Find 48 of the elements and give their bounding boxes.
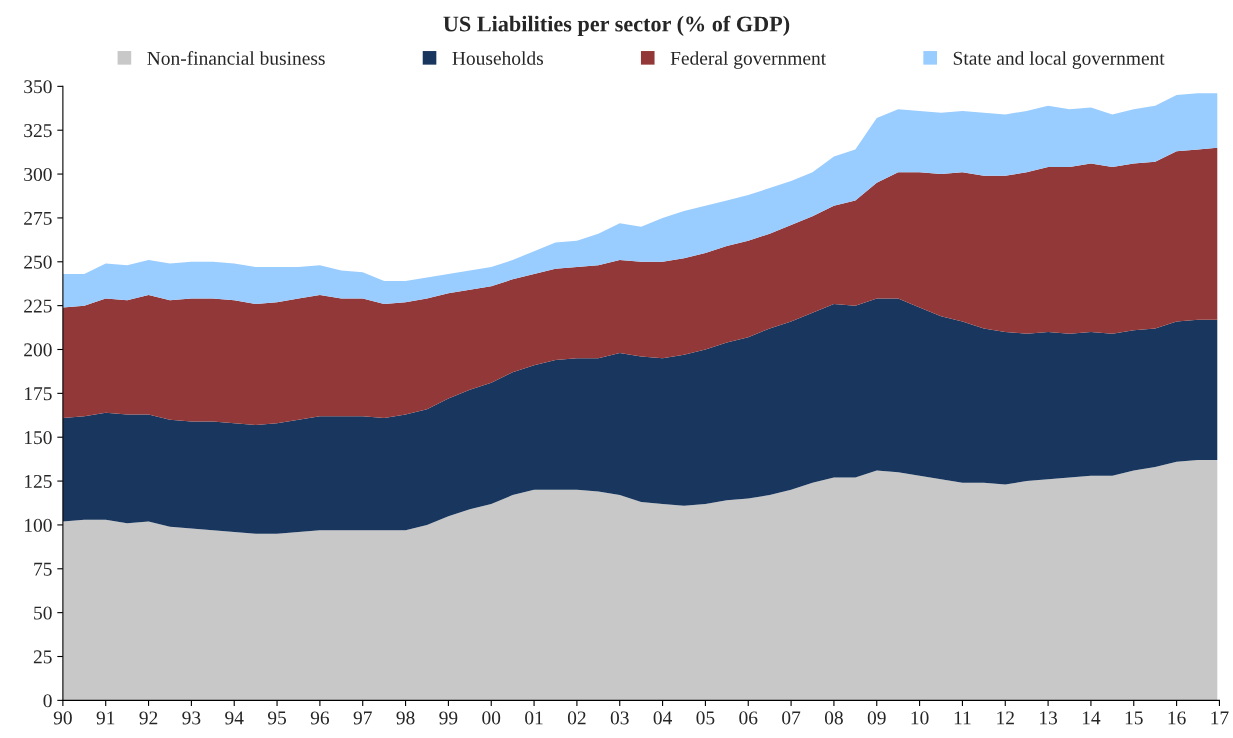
y-tick-label: 175: [25, 387, 52, 401]
x-tick-label: 07: [782, 711, 801, 725]
x-tick-label: 05: [696, 711, 715, 725]
y-tick-label: 50: [34, 606, 52, 620]
x-tick-label: 14: [1082, 711, 1101, 725]
x-tick-label: 02: [567, 711, 586, 725]
y-tick-label: 25: [33, 650, 52, 664]
y-tick-label: 350: [24, 80, 52, 94]
x-tick-label: 04: [653, 711, 672, 725]
x-tick-label: 15: [1125, 711, 1143, 725]
legend-label: Households: [452, 51, 543, 65]
y-tick-label: 150: [25, 431, 52, 445]
y-tick-label: 250: [24, 255, 52, 269]
x-tick-label: 91: [96, 711, 115, 725]
x-tick-label: 94: [225, 711, 244, 725]
x-tick-label: 96: [310, 711, 330, 725]
y-tick-label: 0: [43, 694, 52, 708]
x-tick-label: 92: [139, 711, 158, 725]
x-tick-label: 03: [610, 711, 629, 725]
x-tick-label: 95: [267, 711, 287, 725]
x-tick-label: 08: [824, 711, 843, 725]
x-tick-label: 00: [482, 711, 501, 725]
x-tick-label: 93: [182, 711, 201, 725]
y-tick-label: 125: [25, 474, 52, 489]
x-tick-label: 12: [997, 711, 1014, 725]
x-tick-label: 97: [353, 711, 372, 725]
x-tick-label: 06: [739, 711, 758, 725]
x-tick-label: 09: [867, 711, 886, 725]
legend-label: Non-financial business: [147, 50, 325, 65]
x-tick-label: 11: [954, 711, 971, 725]
x-tick-label: 98: [396, 711, 415, 725]
y-tick-label: 300: [24, 167, 52, 181]
legend-label: State and local government: [953, 51, 1165, 69]
x-tick-label: 99: [439, 711, 458, 725]
x-tick-label: 13: [1040, 711, 1058, 725]
x-tick-label: 17: [1211, 711, 1229, 725]
y-tick-label: 75: [34, 562, 52, 576]
x-tick-label: 01: [525, 711, 543, 725]
y-tick-label: 325: [24, 124, 52, 138]
legend-label: Federal government: [670, 51, 827, 69]
y-tick-label: 200: [24, 343, 52, 357]
chart-title: US Liabilities per sector (% of GDP): [443, 15, 790, 37]
y-tick-label: 275: [24, 211, 52, 225]
y-tick-label: 100: [25, 518, 52, 532]
y-tick-label: 225: [24, 299, 52, 313]
x-tick-label: 90: [53, 711, 72, 725]
x-tick-label: 16: [1168, 711, 1186, 725]
x-tick-label: 10: [911, 711, 929, 725]
